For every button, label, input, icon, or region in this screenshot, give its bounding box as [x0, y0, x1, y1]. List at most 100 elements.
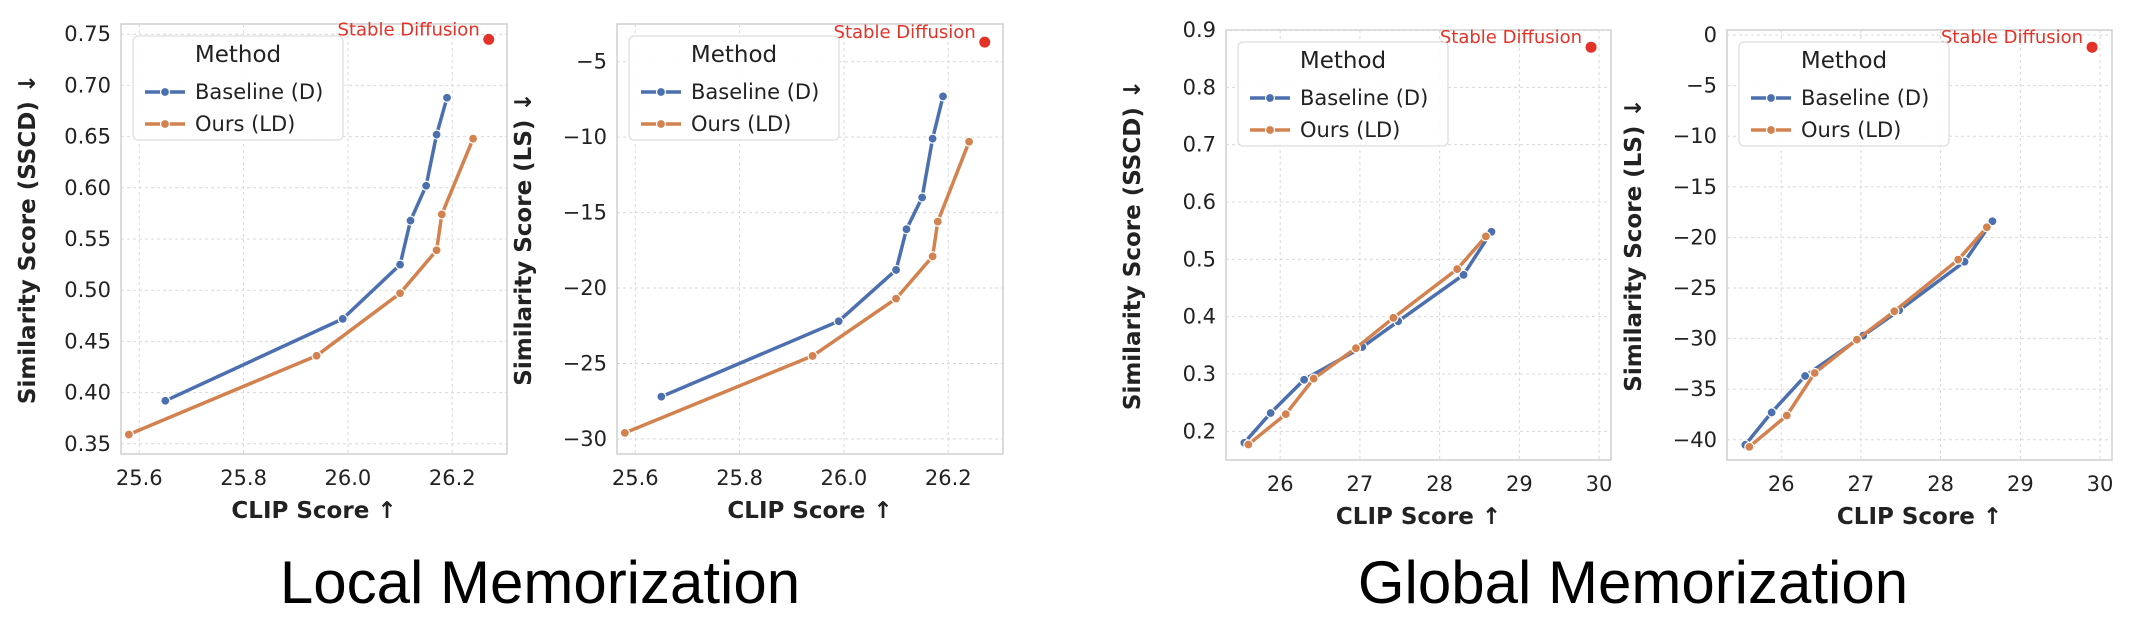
x-tick-label: 26.0	[325, 466, 372, 490]
x-tick-label: 28	[1927, 472, 1954, 496]
data-point-baseline	[441, 92, 453, 103]
legend: Method Baseline (D) Ours (LD)	[1738, 41, 1950, 147]
legend: Method Baseline (D) Ours (LD)	[132, 35, 344, 141]
y-tick-label: 0.5	[1183, 247, 1216, 271]
data-point-ours	[1243, 439, 1254, 450]
reference-label: Stable Diffusion	[338, 19, 480, 40]
data-point-ours	[394, 288, 406, 299]
y-tick-label: 0	[1704, 23, 1717, 47]
legend-box	[1237, 41, 1449, 147]
x-tick-label: 25.8	[220, 466, 267, 490]
y-axis-label: Similarity Score (SSCD) ↓	[15, 74, 41, 404]
data-point-baseline	[421, 180, 432, 191]
x-tick-label: 26.2	[429, 466, 476, 490]
data-point-ours	[927, 251, 938, 262]
data-point-baseline	[833, 316, 844, 327]
legend-title: Method	[1801, 48, 1887, 74]
data-point-ours	[1981, 222, 1992, 233]
legend-entry-label: Baseline (D)	[691, 80, 819, 104]
data-point-ours	[1809, 367, 1820, 379]
y-tick-label: 0.65	[64, 125, 111, 149]
x-tick-label: 29	[2007, 472, 2034, 496]
legend-entry-label: Baseline (D)	[1801, 86, 1929, 110]
legend-entry-label: Ours (LD)	[1300, 118, 1400, 142]
y-tick-label: 0.55	[64, 227, 111, 251]
x-tick-label: 26	[1267, 472, 1294, 496]
y-tick-label: −25	[1673, 276, 1717, 300]
x-axis-label: CLIP Score ↑	[231, 498, 396, 524]
x-tick-label: 30	[2087, 472, 2114, 496]
y-axis-label: Similarity Score (SSCD) ↓	[1120, 80, 1146, 410]
legend-box	[1738, 41, 1950, 147]
y-tick-label: −10	[1673, 124, 1717, 148]
data-point-ours	[1851, 334, 1863, 345]
data-point-baseline	[1299, 374, 1310, 385]
legend-title: Method	[1300, 48, 1386, 74]
reference-point	[2086, 41, 2098, 53]
reference-label: Stable Diffusion	[1941, 27, 2083, 48]
x-axis-label: CLIP Score ↑	[727, 498, 892, 524]
data-point-ours	[807, 350, 818, 362]
y-tick-label: −40	[1673, 428, 1717, 452]
reference-point	[483, 33, 495, 45]
chart-panel-1: 25.6 25.8 26.0 26.2 0.35 0.40 0.45 0.50 0.55 0.60…	[15, 19, 508, 524]
reference-label: Stable Diffusion	[1440, 27, 1582, 48]
x-tick-label: 25.6	[612, 466, 659, 490]
x-tick-label: 28	[1426, 472, 1453, 496]
x-tick-label: 25.6	[116, 466, 163, 490]
legend-swatch-marker	[159, 86, 171, 98]
data-point-baseline	[337, 313, 348, 324]
y-tick-label: −5	[576, 50, 607, 74]
global-memorization-caption: Global Memorization	[1357, 549, 1909, 616]
y-tick-label: −35	[1673, 377, 1717, 401]
x-tick-label: 26.0	[821, 466, 868, 490]
series-line-ours	[128, 138, 475, 437]
y-tick-label: 0.60	[64, 176, 111, 200]
y-tick-label: 0.7	[1183, 133, 1216, 157]
data-point-baseline	[937, 91, 949, 102]
legend: Method Baseline (D) Ours (LD)	[1237, 41, 1449, 147]
data-point-baseline	[656, 391, 667, 402]
y-tick-label: 0.40	[64, 381, 111, 405]
data-point-ours	[1452, 263, 1463, 275]
y-tick-label: −20	[563, 276, 607, 300]
x-tick-label: 27	[1848, 472, 1875, 496]
x-tick-label: 29	[1506, 472, 1533, 496]
reference-label: Stable Diffusion	[834, 22, 976, 43]
legend-entry-label: Ours (LD)	[1801, 118, 1901, 142]
x-tick-label: 25.8	[716, 466, 763, 490]
data-point-ours	[311, 350, 322, 361]
data-point-baseline	[1265, 407, 1276, 419]
data-point-baseline	[927, 133, 938, 144]
data-point-baseline	[394, 259, 406, 270]
legend: Method Baseline (D) Ours (LD)	[628, 35, 840, 141]
legend-swatch-marker	[1264, 124, 1276, 136]
chart-panel-4: 26 27 28 29 30 −40 −35 −30 −25 −20 −15 −10 −5 0 CLIP S…	[1621, 23, 2113, 530]
y-tick-label: 0.9	[1183, 18, 1216, 42]
legend-swatch-marker	[159, 118, 171, 130]
reference-point	[979, 36, 991, 48]
y-tick-label: −15	[1673, 175, 1717, 199]
y-tick-label: 0.75	[64, 22, 111, 46]
y-tick-label: 0.8	[1183, 75, 1216, 99]
legend-swatch-marker	[1765, 124, 1777, 136]
y-tick-label: 0.45	[64, 329, 111, 353]
x-tick-label: 27	[1347, 472, 1374, 496]
data-point-baseline	[405, 215, 416, 226]
data-point-baseline	[901, 224, 912, 235]
data-point-ours	[619, 427, 630, 438]
y-tick-label: −10	[563, 125, 607, 149]
data-point-ours	[963, 136, 975, 147]
y-tick-label: 0.50	[64, 278, 111, 302]
data-point-ours	[1953, 254, 1964, 265]
data-point-ours	[1781, 410, 1792, 421]
y-tick-label: 0.35	[64, 432, 111, 456]
legend-entry-label: Baseline (D)	[195, 80, 323, 104]
data-point-baseline	[890, 264, 902, 276]
data-point-ours	[467, 133, 479, 144]
y-tick-label: −20	[1673, 225, 1717, 249]
data-point-ours	[1308, 373, 1319, 384]
legend-entry-label: Ours (LD)	[195, 112, 295, 136]
data-point-ours	[1889, 306, 1900, 317]
